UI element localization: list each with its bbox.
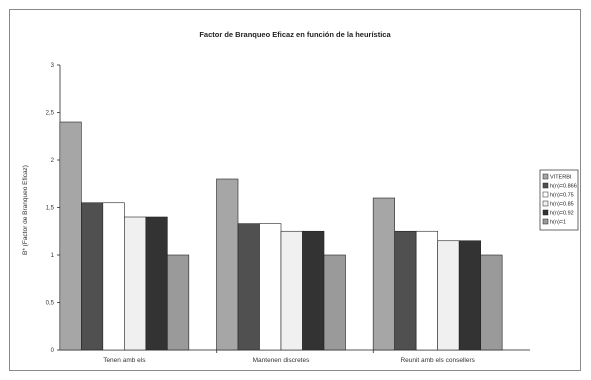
x-tick-label: Tenen amb els	[103, 357, 146, 364]
chart-title: Factor de Branqueo Eficaz en función de …	[199, 30, 391, 39]
bar-h-n-0-866-1	[81, 202, 104, 351]
bar-h-n-0-92-3	[458, 240, 481, 351]
chart-frame: Factor de Branqueo Eficaz en función de …	[9, 9, 581, 371]
bar-h-n-0-866-3	[394, 230, 417, 351]
legend-swatch	[542, 209, 549, 216]
legend: VITERBI h(n)=0.866 h(n)=0.75 h(n)=0.85 h(n)=…	[539, 169, 579, 231]
bar-h-n-0-75-2	[259, 223, 282, 351]
bar-h-n-0-92-2	[302, 230, 325, 351]
y-tick-label: 1	[51, 253, 55, 259]
plot-area: 0 0,5 1 1,5 2 2,5 3 Tenen amb els Mantenen discr…	[46, 63, 530, 364]
y-tick-label: 1,5	[46, 206, 55, 212]
legend-label: h(n)=0.75	[550, 193, 574, 199]
x-tick-label: Reunit amb els consellers	[400, 357, 475, 364]
legend-label: h(n)=0.85	[550, 202, 574, 208]
bar-h-n-0-75-3	[415, 230, 438, 351]
y-tick-label: 0	[51, 348, 55, 354]
bar-viterbi-1	[59, 121, 82, 351]
legend-swatch	[542, 182, 549, 189]
legend-swatch	[542, 200, 549, 207]
bar-h-n-1-1	[167, 254, 190, 351]
bar-viterbi-3	[372, 197, 395, 351]
y-tick-label: 2,5	[46, 111, 55, 117]
bar-h-n-1-3	[480, 254, 503, 351]
bar-h-n-1-2	[323, 254, 346, 351]
y-axis-label: B* (Factor de Branqueo Eficaz)	[22, 165, 29, 255]
legend-swatch	[542, 191, 549, 198]
legend-label: h(n)=0.866	[550, 184, 577, 190]
legend-swatch	[542, 173, 549, 180]
legend-label: h(n)=0.92	[550, 211, 574, 217]
bar-h-n-0-85-3	[437, 240, 460, 351]
bar-h-n-0-92-1	[145, 216, 168, 351]
bar-h-n-0-866-2	[237, 223, 260, 351]
y-tick-label: 0,5	[46, 301, 55, 307]
bar-h-n-0-85-1	[124, 216, 147, 351]
y-tick-label: 2	[51, 158, 55, 164]
legend-label: VITERBI	[550, 175, 572, 181]
legend-swatch	[542, 218, 549, 225]
y-tick-label: 3	[51, 63, 55, 69]
bar-h-n-0-85-2	[280, 230, 303, 351]
legend-label: h(n)=1	[550, 220, 566, 226]
bar-h-n-0-75-1	[102, 202, 125, 351]
x-tick-label: Mantenen discretes	[253, 357, 310, 364]
bar-chart: Factor de Branqueo Eficaz en función de …	[22, 30, 579, 364]
bar-viterbi-2	[216, 178, 239, 351]
